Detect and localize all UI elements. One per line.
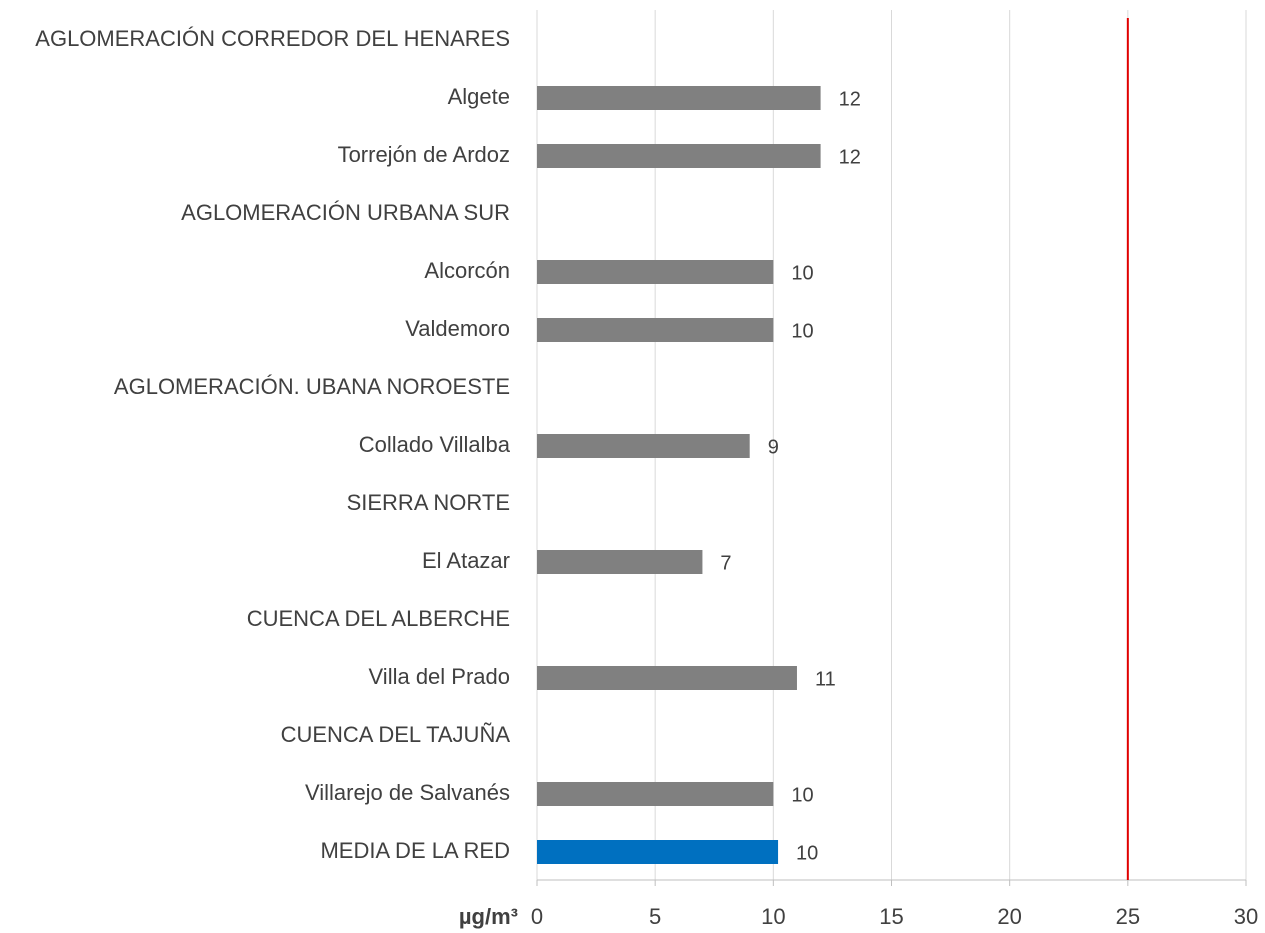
bar — [537, 86, 821, 110]
y-tick-label: El Atazar — [422, 548, 510, 573]
x-tick-label: 5 — [649, 904, 661, 929]
x-tick-label: 20 — [997, 904, 1021, 929]
y-tick-label: Villarejo de Salvanés — [305, 780, 510, 805]
data-label: 10 — [791, 320, 813, 342]
y-tick-label: AGLOMERACIÓN URBANA SUR — [181, 200, 510, 225]
bar — [537, 840, 779, 864]
x-tick-label: 30 — [1234, 904, 1258, 929]
x-axis-label: µg/m³ — [459, 904, 518, 929]
data-label: 12 — [839, 88, 861, 110]
data-label: 7 — [720, 552, 731, 574]
y-tick-label: AGLOMERACIÓN CORREDOR DEL HENARES — [35, 26, 510, 51]
x-tick-label: 15 — [879, 904, 903, 929]
y-tick-label: Torrejón de Ardoz — [338, 142, 510, 167]
bar — [537, 144, 821, 168]
bar — [537, 782, 774, 806]
data-label: 10 — [791, 784, 813, 806]
y-tick-label: AGLOMERACIÓN. UBANA NOROESTE — [114, 374, 510, 399]
y-tick-label: CUENCA DEL TAJUÑA — [281, 722, 511, 747]
bar — [537, 260, 774, 284]
bar — [537, 666, 797, 690]
data-label: 12 — [839, 146, 861, 168]
y-tick-label: Valdemoro — [405, 316, 510, 341]
y-tick-label: Villa del Prado — [369, 664, 510, 689]
bar — [537, 434, 750, 458]
bar — [537, 318, 774, 342]
data-label: 10 — [796, 842, 818, 864]
y-tick-label: CUENCA DEL ALBERCHE — [247, 606, 510, 631]
data-label: 11 — [815, 668, 836, 690]
data-label: 9 — [768, 436, 779, 458]
x-tick-label: 0 — [531, 904, 543, 929]
x-tick-label: 25 — [1116, 904, 1140, 929]
y-tick-label: MEDIA DE LA RED — [320, 838, 510, 863]
bar — [537, 550, 703, 574]
y-tick-label: Collado Villalba — [359, 432, 511, 457]
y-tick-label: Algete — [448, 84, 510, 109]
y-tick-label: SIERRA NORTE — [347, 490, 510, 515]
x-tick-label: 10 — [761, 904, 785, 929]
y-tick-label: Alcorcón — [424, 258, 510, 283]
data-label: 10 — [791, 262, 813, 284]
